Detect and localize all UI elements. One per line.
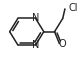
Text: O: O [59, 39, 67, 49]
Text: N: N [32, 13, 39, 23]
Text: Cl: Cl [68, 3, 78, 13]
Text: N: N [32, 40, 39, 50]
